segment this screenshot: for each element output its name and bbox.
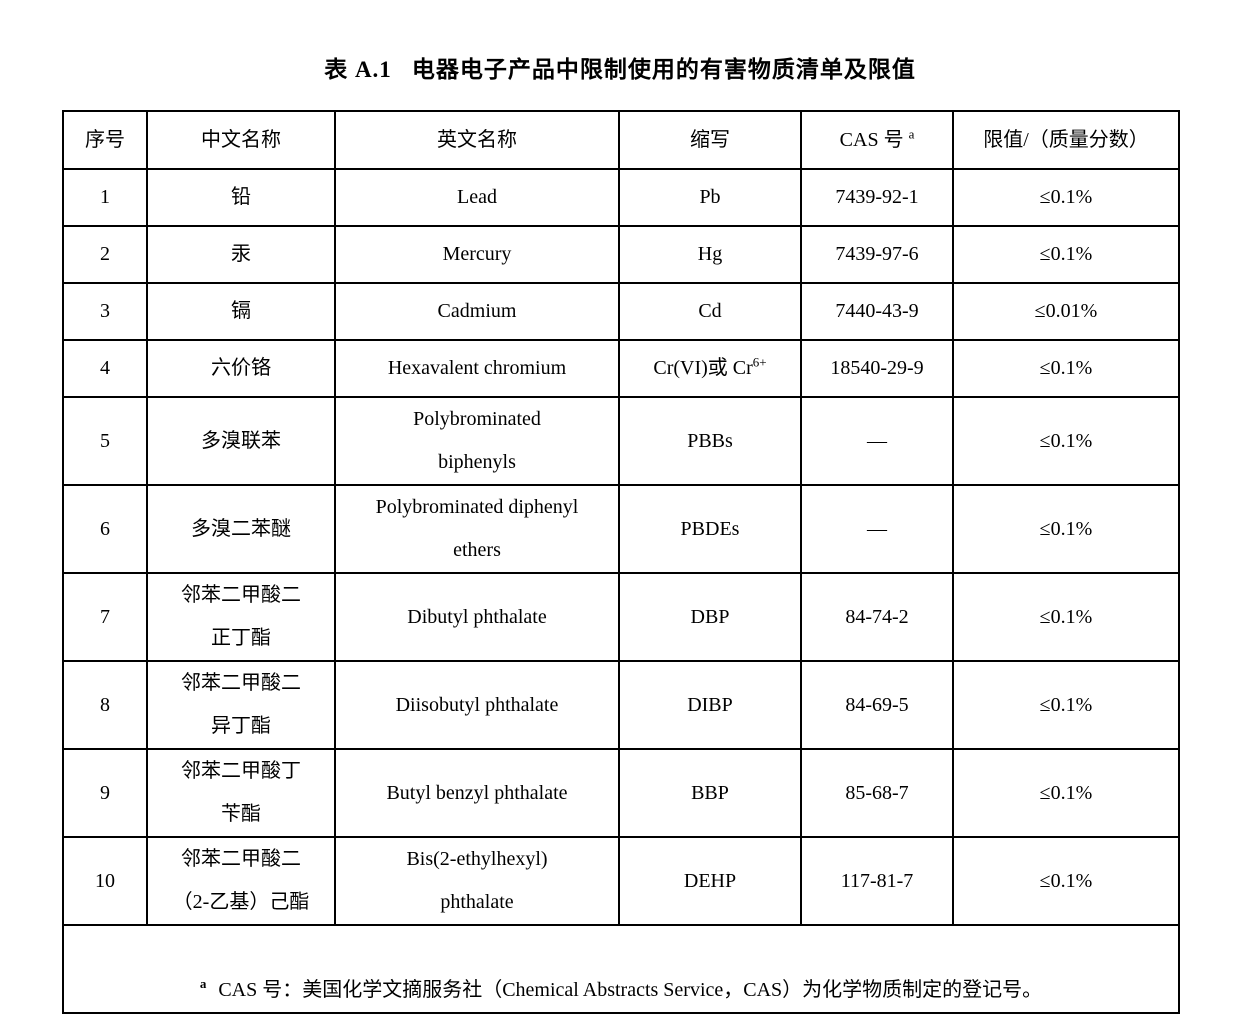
- no-cell: 1: [62, 168, 148, 227]
- english-name-cell: Bis(2-ethylhexyl) phthalate: [334, 836, 620, 926]
- table-row: 1 铅 Lead Pb 7439-92-1 ≤0.1%: [62, 168, 1180, 227]
- table-row: 2 汞 Mercury Hg 7439-97-6 ≤0.1%: [62, 225, 1180, 284]
- cas-number-cell: 7439-92-1: [800, 168, 954, 227]
- no-cell: 5: [62, 396, 148, 486]
- english-name-cell: Butyl benzyl phthalate: [334, 748, 620, 838]
- limit-cell: ≤0.1%: [952, 660, 1180, 750]
- english-name-cell: Mercury: [334, 225, 620, 284]
- abbreviation-cell: Cr(VI)或 Cr6+: [618, 339, 802, 398]
- english-name-cell: Dibutyl phthalate: [334, 572, 620, 662]
- abbreviation-cell: DBP: [618, 572, 802, 662]
- limit-cell: ≤0.1%: [952, 396, 1180, 486]
- chinese-name-cell: 多溴联苯: [146, 396, 336, 486]
- header-cas-number: CAS 号 a: [800, 110, 954, 170]
- limit-cell: ≤0.1%: [952, 225, 1180, 284]
- table-header-row: 序号 中文名称 英文名称 缩写 CAS 号 a 限值/（质量分数）: [62, 110, 1180, 170]
- no-cell: 8: [62, 660, 148, 750]
- footnote-row: a CAS 号：美国化学文摘服务社（Chemical Abstracts Serv…: [62, 924, 1180, 1014]
- page-title: 表 A.1 电器电子产品中限制使用的有害物质清单及限值: [62, 50, 1178, 84]
- table-row: 3 镉 Cadmium Cd 7440-43-9 ≤0.01%: [62, 282, 1180, 341]
- english-name-cell: Lead: [334, 168, 620, 227]
- cas-number-cell: 7440-43-9: [800, 282, 954, 341]
- no-cell: 10: [62, 836, 148, 926]
- header-chinese-name: 中文名称: [146, 110, 336, 170]
- abbreviation-base: Cr(VI)或 Cr: [653, 357, 753, 379]
- no-cell: 2: [62, 225, 148, 284]
- abbreviation-cell: Hg: [618, 225, 802, 284]
- limit-cell: ≤0.1%: [952, 836, 1180, 926]
- header-cas-superscript: a: [908, 125, 915, 141]
- hazardous-substances-table: 序号 中文名称 英文名称 缩写 CAS 号 a 限值/（质量分数） 1 铅 Le…: [62, 110, 1180, 1014]
- table-number-label: 表 A.1: [324, 57, 392, 82]
- chinese-name-cell: 镉: [146, 282, 336, 341]
- cas-number-cell: —: [800, 484, 954, 574]
- header-cas-label: CAS 号: [839, 128, 904, 151]
- no-cell: 9: [62, 748, 148, 838]
- limit-cell: ≤0.1%: [952, 572, 1180, 662]
- header-english-name: 英文名称: [334, 110, 620, 170]
- chinese-name-cell: 铅: [146, 168, 336, 227]
- no-cell: 3: [62, 282, 148, 341]
- footnote-cell: a CAS 号：美国化学文摘服务社（Chemical Abstracts Serv…: [62, 924, 1180, 1014]
- limit-cell: ≤0.1%: [952, 168, 1180, 227]
- abbreviation-cell: BBP: [618, 748, 802, 838]
- cas-number-cell: 117-81-7: [800, 836, 954, 926]
- english-name-cell: Hexavalent chromium: [334, 339, 620, 398]
- cas-number-cell: 84-74-2: [800, 572, 954, 662]
- english-name-cell: Diisobutyl phthalate: [334, 660, 620, 750]
- chinese-name-cell: 邻苯二甲酸二 正丁酯: [146, 572, 336, 662]
- table-row: 4 六价铬 Hexavalent chromium Cr(VI)或 Cr6+ 1…: [62, 339, 1180, 398]
- table-row: 5 多溴联苯 Polybrominated biphenyls PBBs — ≤…: [62, 396, 1180, 486]
- chinese-name-cell: 邻苯二甲酸丁 苄酯: [146, 748, 336, 838]
- cas-number-cell: —: [800, 396, 954, 486]
- english-name-cell: Cadmium: [334, 282, 620, 341]
- cas-number-cell: 18540-29-9: [800, 339, 954, 398]
- table-row: 7 邻苯二甲酸二 正丁酯 Dibutyl phthalate DBP 84-74…: [62, 572, 1180, 662]
- chinese-name-cell: 汞: [146, 225, 336, 284]
- abbreviation-cell: PBDEs: [618, 484, 802, 574]
- abbreviation-cell: Cd: [618, 282, 802, 341]
- table-row: 9 邻苯二甲酸丁 苄酯 Butyl benzyl phthalate BBP 8…: [62, 748, 1180, 838]
- table-row: 6 多溴二苯醚 Polybrominated diphenyl ethers P…: [62, 484, 1180, 574]
- table-row: 8 邻苯二甲酸二 异丁酯 Diisobutyl phthalate DIBP 8…: [62, 660, 1180, 750]
- chinese-name-cell: 六价铬: [146, 339, 336, 398]
- chinese-name-cell: 多溴二苯醚: [146, 484, 336, 574]
- no-cell: 7: [62, 572, 148, 662]
- english-name-cell: Polybrominated diphenyl ethers: [334, 484, 620, 574]
- abbreviation-cell: DIBP: [618, 660, 802, 750]
- cas-number-cell: 85-68-7: [800, 748, 954, 838]
- abbreviation-cell: PBBs: [618, 396, 802, 486]
- abbreviation-cell: Pb: [618, 168, 802, 227]
- footnote-marker: a: [199, 976, 207, 992]
- limit-cell: ≤0.01%: [952, 282, 1180, 341]
- abbreviation-cell: DEHP: [618, 836, 802, 926]
- cas-number-cell: 7439-97-6: [800, 225, 954, 284]
- limit-cell: ≤0.1%: [952, 748, 1180, 838]
- no-cell: 4: [62, 339, 148, 398]
- cas-number-cell: 84-69-5: [800, 660, 954, 750]
- limit-cell: ≤0.1%: [952, 339, 1180, 398]
- header-no: 序号: [62, 110, 148, 170]
- chinese-name-cell: 邻苯二甲酸二 异丁酯: [146, 660, 336, 750]
- abbreviation-superscript: 6+: [752, 354, 767, 370]
- header-abbreviation: 缩写: [618, 110, 802, 170]
- chinese-name-cell: 邻苯二甲酸二 （2-乙基）己酯: [146, 836, 336, 926]
- english-name-cell: Polybrominated biphenyls: [334, 396, 620, 486]
- table-title-text: 电器电子产品中限制使用的有害物质清单及限值: [411, 57, 916, 82]
- limit-cell: ≤0.1%: [952, 484, 1180, 574]
- no-cell: 6: [62, 484, 148, 574]
- table-row: 10 邻苯二甲酸二 （2-乙基）己酯 Bis(2-ethylhexyl) pht…: [62, 836, 1180, 926]
- header-limit: 限值/（质量分数）: [952, 110, 1180, 170]
- footnote-text: CAS 号：美国化学文摘服务社（Chemical Abstracts Servi…: [218, 979, 1043, 1001]
